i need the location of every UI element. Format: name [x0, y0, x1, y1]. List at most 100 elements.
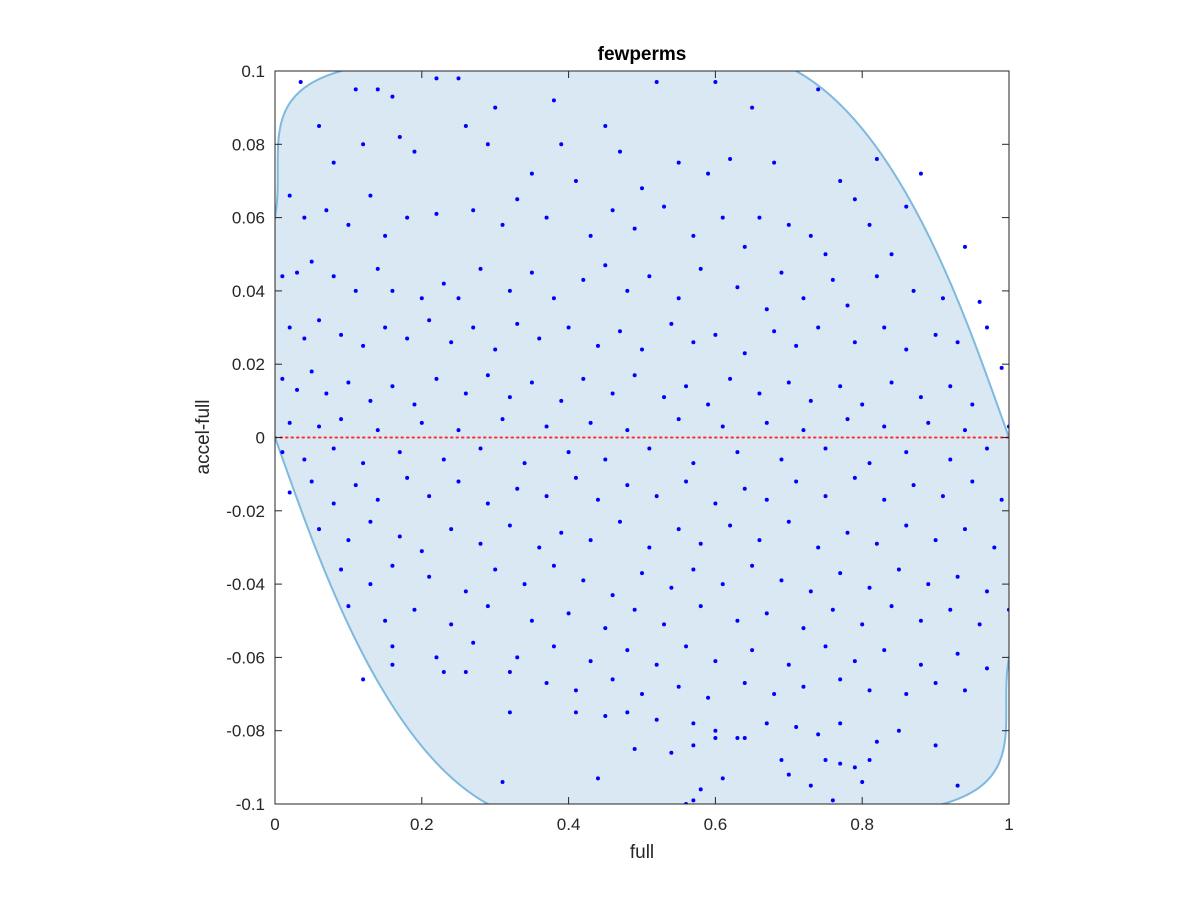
- data-point: [713, 501, 718, 506]
- data-point: [867, 688, 872, 693]
- data-point: [691, 743, 696, 748]
- data-point: [904, 204, 909, 209]
- data-point: [845, 530, 850, 535]
- data-point: [852, 197, 857, 202]
- data-point: [339, 417, 344, 422]
- data-point: [676, 160, 681, 165]
- data-point: [603, 263, 608, 268]
- data-point: [595, 776, 600, 781]
- data-point: [845, 417, 850, 422]
- x-tick-label: 0.8: [850, 815, 874, 834]
- data-point: [970, 479, 975, 484]
- data-point: [427, 494, 432, 499]
- data-point: [280, 274, 285, 279]
- data-point: [691, 721, 696, 726]
- data-point: [441, 457, 446, 462]
- data-point: [977, 299, 982, 304]
- data-point: [713, 79, 718, 84]
- data-point: [933, 538, 938, 543]
- data-point: [640, 571, 644, 576]
- data-point: [559, 142, 564, 147]
- data-point: [412, 149, 417, 154]
- data-point: [684, 479, 689, 484]
- data-point: [786, 519, 791, 524]
- data-point: [302, 215, 307, 220]
- data-point: [816, 87, 821, 92]
- data-point: [632, 607, 637, 612]
- x-axis-label: full: [630, 842, 654, 863]
- data-point: [750, 105, 755, 110]
- data-point: [515, 197, 520, 202]
- data-point: [948, 607, 953, 612]
- data-point: [412, 402, 417, 407]
- data-point: [463, 670, 468, 675]
- data-point: [383, 325, 388, 330]
- data-point: [720, 582, 725, 587]
- data-point: [507, 395, 512, 400]
- data-point: [640, 692, 644, 697]
- data-point: [970, 402, 975, 407]
- data-point: [493, 105, 498, 110]
- data-point: [317, 123, 322, 128]
- data-point: [331, 501, 336, 506]
- data-point: [904, 523, 909, 528]
- data-point: [808, 589, 813, 594]
- data-point: [544, 215, 549, 220]
- data-point: [874, 739, 879, 744]
- data-point: [676, 296, 681, 301]
- data-point: [588, 233, 593, 238]
- data-point: [786, 662, 791, 667]
- data-point: [383, 618, 388, 623]
- data-point: [867, 585, 872, 590]
- data-point: [838, 761, 843, 766]
- data-point: [647, 446, 652, 451]
- data-point: [405, 336, 410, 341]
- data-point: [838, 384, 843, 389]
- data-point: [896, 728, 901, 733]
- data-point: [375, 428, 380, 433]
- data-point: [515, 486, 520, 491]
- data-point: [904, 450, 909, 455]
- data-point: [375, 87, 380, 92]
- data-point: [559, 398, 564, 403]
- data-point: [507, 710, 512, 715]
- data-point: [706, 402, 711, 407]
- data-point: [882, 424, 887, 429]
- data-point: [889, 252, 894, 257]
- data-point: [617, 149, 622, 154]
- data-point: [463, 123, 468, 128]
- data-point: [779, 578, 784, 583]
- data-point: [772, 692, 777, 697]
- data-point: [463, 391, 468, 396]
- data-point: [838, 571, 843, 576]
- data-point: [632, 226, 637, 231]
- data-point: [882, 325, 887, 330]
- data-point: [992, 545, 997, 550]
- data-point: [309, 369, 314, 374]
- data-point: [434, 76, 439, 81]
- data-point: [397, 534, 402, 539]
- data-point: [295, 270, 300, 275]
- data-point: [720, 776, 725, 781]
- data-point: [573, 475, 578, 480]
- data-point: [317, 527, 322, 532]
- data-point: [801, 296, 806, 301]
- data-point: [353, 87, 358, 92]
- data-point: [485, 604, 490, 609]
- y-axis: -0.1 -0.08 -0.06 -0.04 -0.02 0 0.02 0.04 0.06 0.0…: [226, 62, 1009, 814]
- data-point: [515, 655, 520, 660]
- data-point: [999, 365, 1004, 370]
- data-point: [728, 156, 733, 161]
- data-point: [816, 732, 821, 737]
- data-point: [808, 233, 813, 238]
- data-point: [368, 582, 373, 587]
- y-tick-label: 0.06: [232, 209, 265, 228]
- data-point: [295, 387, 300, 392]
- data-point: [860, 780, 865, 785]
- data-point: [500, 780, 505, 785]
- data-point: [603, 457, 608, 462]
- data-point: [867, 758, 872, 763]
- data-point: [544, 424, 549, 429]
- data-point: [368, 193, 373, 198]
- data-point: [551, 296, 556, 301]
